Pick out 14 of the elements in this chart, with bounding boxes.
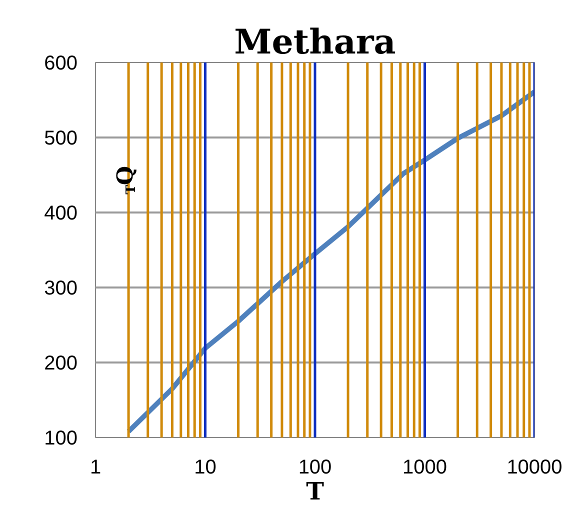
y-tick-label: 400 — [44, 202, 78, 224]
y-axis-title: QT — [112, 166, 139, 194]
y-tick-label: 500 — [44, 128, 78, 150]
y-tick-label: 300 — [44, 278, 78, 300]
x-tick-label: 1 — [90, 456, 102, 478]
chart-title: Methara — [234, 22, 396, 62]
x-tick-label: 1000 — [402, 456, 448, 478]
x-tick-label: 10 — [194, 456, 216, 478]
y-tick-label: 100 — [44, 428, 78, 450]
y-tick-label: 200 — [44, 352, 78, 374]
x-tick-label: 10000 — [506, 456, 562, 478]
x-axis-title: T — [306, 476, 324, 506]
x-tick-label: 100 — [298, 456, 332, 478]
y-tick-label: 600 — [44, 52, 78, 74]
